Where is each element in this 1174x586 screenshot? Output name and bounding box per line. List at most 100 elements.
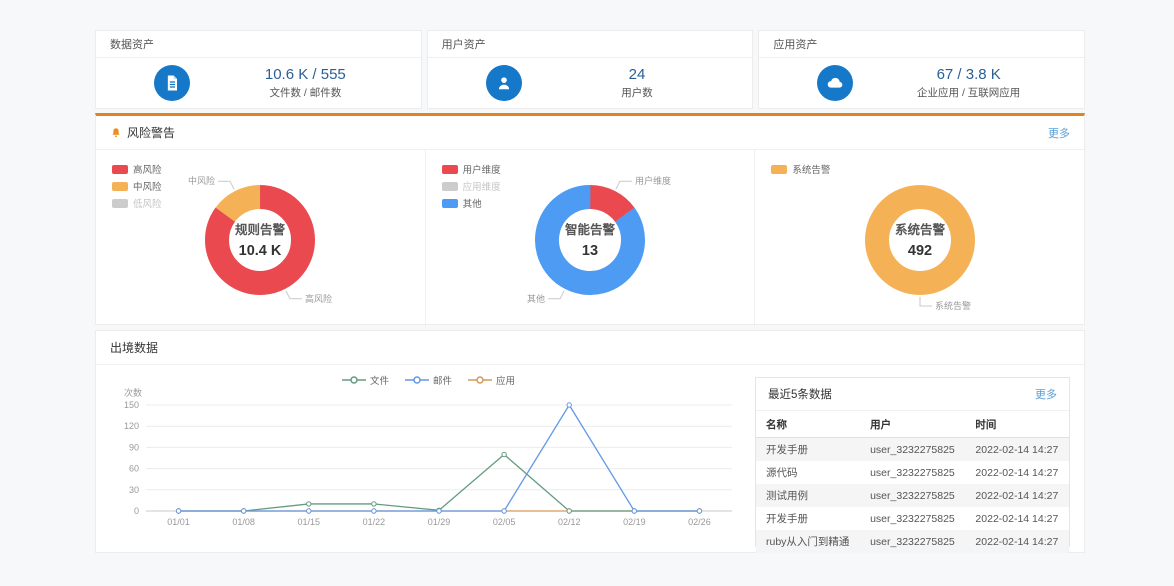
stat-card-user-assets: 用户资产 24 用户数 bbox=[426, 30, 754, 109]
y-tick-label: 150 bbox=[124, 400, 139, 410]
x-tick-label: 02/05 bbox=[493, 517, 516, 527]
document-icon bbox=[154, 65, 190, 101]
legend-swatch bbox=[441, 181, 458, 191]
line-chart-svg: 0 30 60 90 120 150 次数 01/01 01/08 01/15 01/22 01/29… bbox=[124, 387, 732, 527]
risk-warning-panel: 风险警告 更多 高风险中风险低风险 高风险中风险规则告警 10.4 K 用户维度应… bbox=[95, 113, 1085, 328]
stat-card-data-assets: 数据资产 10.6 K / 555 文件数 / 邮件数 bbox=[95, 30, 422, 109]
table-row[interactable]: 开发手册 user_3232275825 2022-02-14 14:27 bbox=[756, 437, 1069, 461]
stat-card-title: 用户资产 bbox=[441, 39, 486, 51]
system-alert-donut-chart: 系统告警 系统告警 492 bbox=[755, 150, 1084, 330]
line-legend-label: 应用 bbox=[496, 376, 516, 387]
callout-label: 中风险 bbox=[188, 175, 215, 186]
recent-data-table: 名称 用户 时间 开发手册 user_3232275825 2022-02-14 14:… bbox=[756, 411, 1069, 553]
stat-label: 文件数 / 邮件数 bbox=[269, 87, 342, 99]
line-legend-item-文件[interactable]: 文件 bbox=[341, 373, 389, 387]
data-point-文件[interactable] bbox=[501, 451, 507, 458]
stat-card-metrics: 67 / 3.8 K 企业应用 / 互联网应用 bbox=[853, 66, 1084, 100]
data-point-邮件[interactable] bbox=[501, 508, 507, 514]
line-chart-legend: 文件 邮件 应用 bbox=[102, 373, 755, 387]
x-tick-label: 01/15 bbox=[298, 517, 321, 527]
table-cell: user_3232275825 bbox=[870, 535, 955, 548]
table-row[interactable]: ruby从入门到精通 user_3232275825 2022-02-14 14:2… bbox=[756, 530, 1069, 553]
rule-alert-donut-chart: 高风险中风险规则告警 10.4 K bbox=[96, 150, 425, 330]
risk-panel-header: 风险警告 更多 bbox=[96, 116, 1084, 150]
y-tick-label: 0 bbox=[134, 506, 139, 516]
series-line-文件 bbox=[178, 453, 700, 512]
line-legend-label: 邮件 bbox=[432, 376, 452, 387]
legend-item-低风险[interactable]: 低风险 bbox=[112, 196, 162, 210]
legend-item-用户维度[interactable]: 用户维度 bbox=[441, 162, 501, 176]
recent-data-header: 最近5条数据 更多 bbox=[756, 378, 1069, 411]
stat-card-body: 10.6 K / 555 文件数 / 邮件数 bbox=[96, 58, 421, 108]
rule-alert-chart-col: 高风险中风险低风险 高风险中风险规则告警 10.4 K bbox=[96, 150, 426, 328]
callout-label: 用户维度 bbox=[635, 175, 671, 186]
callout-line bbox=[919, 297, 932, 307]
donut-center-title: 规则告警 bbox=[235, 222, 286, 237]
x-tick-label: 01/29 bbox=[428, 517, 451, 527]
legend-item-其他[interactable]: 其他 bbox=[441, 196, 501, 210]
table-row[interactable]: 源代码 user_3232275825 2022-02-14 14:27 bbox=[756, 461, 1069, 484]
data-point-邮件[interactable] bbox=[240, 508, 247, 514]
stat-card-header: 数据资产 bbox=[96, 31, 421, 58]
donut-segment-中风险[interactable] bbox=[200, 180, 320, 300]
data-point-邮件[interactable] bbox=[631, 508, 638, 514]
line-legend-item-邮件[interactable]: 邮件 bbox=[404, 373, 452, 387]
table-cell: 2022-02-14 14:27 bbox=[975, 466, 1059, 479]
x-tick-label: 01/08 bbox=[232, 517, 255, 527]
table-cell: 2022-02-14 14:27 bbox=[975, 443, 1059, 456]
outbound-panel-header: 出境数据 bbox=[96, 331, 1084, 365]
data-point-文件[interactable] bbox=[306, 501, 312, 507]
callout-line bbox=[615, 180, 632, 190]
smart-alert-legend: 用户维度应用维度其他 bbox=[441, 162, 501, 213]
data-point-邮件[interactable] bbox=[696, 508, 703, 514]
legend-swatch bbox=[771, 164, 788, 174]
data-point-邮件[interactable] bbox=[371, 508, 377, 514]
data-point-邮件[interactable] bbox=[175, 508, 182, 514]
stat-label: 企业应用 / 互联网应用 bbox=[917, 87, 1021, 99]
legend-swatch bbox=[112, 164, 128, 174]
y-axis-label: 次数 bbox=[124, 387, 142, 398]
line-chart-area: 文件 邮件 应用 0 30 60 90 120 150 次数 01/01 01/08 01/15 01/… bbox=[102, 367, 755, 547]
legend-label: 用户维度 bbox=[462, 165, 501, 176]
donut-segment-其他[interactable] bbox=[530, 180, 650, 300]
donut-center-value: 492 bbox=[908, 243, 932, 259]
stat-cards-row: 数据资产 10.6 K / 555 文件数 / 邮件数 用户资产 bbox=[95, 30, 1086, 109]
outbound-data-panel: 出境数据 文件 邮件 应用 0 30 60 90 120 150 次数 01/01 01/08 01/… bbox=[95, 330, 1085, 553]
table-header-row: 名称 用户 时间 bbox=[756, 411, 1069, 438]
legend-item-应用维度[interactable]: 应用维度 bbox=[441, 179, 501, 193]
donut-center-value: 10.4 K bbox=[239, 243, 282, 259]
table-cell: user_3232275825 bbox=[870, 512, 955, 525]
legend-label: 低风险 bbox=[133, 199, 162, 210]
callout-line bbox=[218, 180, 235, 190]
legend-item-高风险[interactable]: 高风险 bbox=[112, 162, 162, 176]
donut-center-value: 13 bbox=[582, 243, 598, 259]
legend-label: 应用维度 bbox=[462, 182, 501, 193]
data-point-文件[interactable] bbox=[566, 508, 572, 514]
legend-swatch bbox=[441, 198, 458, 208]
line-legend-icon bbox=[468, 376, 492, 384]
line-legend-item-应用[interactable]: 应用 bbox=[468, 373, 515, 387]
recent-more-link[interactable]: 更多 bbox=[1035, 389, 1057, 401]
data-point-邮件[interactable] bbox=[436, 508, 442, 514]
table-row[interactable]: 测试用例 user_3232275825 2022-02-14 14:27 bbox=[756, 484, 1069, 507]
data-point-邮件[interactable] bbox=[306, 508, 312, 514]
line-legend-icon bbox=[404, 376, 429, 384]
legend-item-中风险[interactable]: 中风险 bbox=[112, 179, 162, 193]
stat-value: 67 / 3.8 K bbox=[936, 66, 1001, 83]
data-point-文件[interactable] bbox=[371, 501, 377, 507]
risk-panel-title: 风险警告 bbox=[127, 126, 176, 140]
risk-more-link[interactable]: 更多 bbox=[1048, 127, 1070, 140]
legend-swatch bbox=[112, 198, 128, 208]
stat-card-title: 应用资产 bbox=[773, 39, 818, 51]
x-tick-label: 01/01 bbox=[167, 517, 190, 527]
donut-segment-系统告警[interactable] bbox=[864, 185, 975, 295]
table-cell: user_3232275825 bbox=[870, 489, 955, 502]
stat-card-metrics: 10.6 K / 555 文件数 / 邮件数 bbox=[190, 66, 421, 100]
table-cell: 开发手册 bbox=[766, 444, 808, 456]
table-row[interactable]: 开发手册 user_3232275825 2022-02-14 14:27 bbox=[756, 507, 1069, 530]
legend-item-系统告警[interactable]: 系统告警 bbox=[771, 162, 830, 176]
data-point-邮件[interactable] bbox=[566, 402, 572, 408]
